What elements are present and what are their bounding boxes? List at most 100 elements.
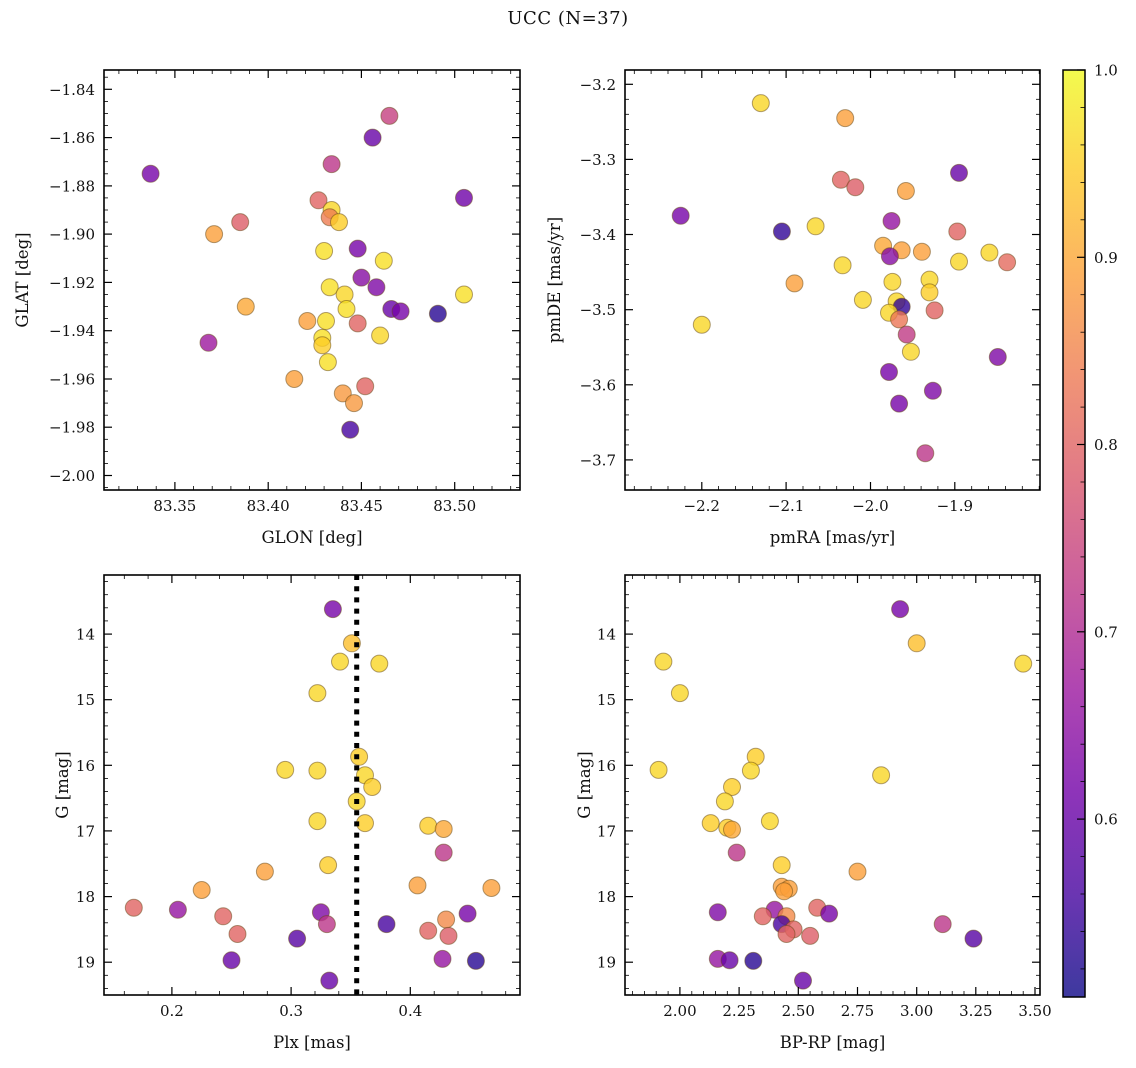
x-tick-label: −2.0	[852, 497, 888, 515]
y-tick-label: 15	[76, 691, 95, 709]
scatter-point	[309, 191, 328, 210]
scatter-point	[231, 213, 250, 232]
scatter-point	[916, 444, 935, 463]
scatter-point	[760, 812, 779, 831]
scatter-point	[772, 222, 791, 241]
scatter-point	[964, 929, 983, 948]
scatter-point	[912, 242, 931, 261]
scatter-point	[671, 206, 690, 225]
scatter-point	[391, 302, 410, 321]
scatter-point	[836, 109, 855, 128]
y-tick-label: 14	[597, 626, 616, 644]
scatter-point	[998, 253, 1017, 272]
y-tick-label: 15	[597, 691, 616, 709]
scatter-point	[236, 297, 255, 316]
x-tick-label: 0.3	[279, 1002, 303, 1020]
scatter-point	[315, 242, 334, 260]
x-tick-label: 83.45	[340, 497, 383, 515]
scatter-point	[192, 881, 211, 899]
colorbar-tick-label: 0.9	[1094, 249, 1118, 267]
scatter-point	[317, 915, 336, 934]
y-tick-label: 18	[76, 888, 95, 906]
y-tick-label: −1.96	[49, 370, 95, 388]
scatter-point	[320, 971, 339, 990]
y-tick-label: −2.00	[49, 467, 95, 485]
scatter-point	[882, 212, 901, 230]
scatter-point	[727, 843, 746, 862]
y-tick-label: −1.84	[49, 81, 95, 99]
scatter-point	[320, 278, 339, 297]
scatter-point	[923, 381, 942, 400]
y-tick-label: 17	[76, 822, 95, 840]
x-tick-label: 83.35	[153, 497, 196, 515]
scatter-point	[371, 326, 390, 345]
scatter-point	[880, 247, 899, 266]
x-tick-label: 0.2	[160, 1002, 184, 1020]
scatter-point	[751, 94, 770, 113]
scatter-point	[330, 213, 348, 232]
scatter-point	[872, 766, 891, 785]
scatter-point	[853, 290, 872, 309]
colorbar-frame	[1062, 69, 1086, 998]
scatter-point	[833, 256, 852, 275]
scatter-point	[950, 252, 968, 271]
y-tick-label: −3.7	[580, 451, 616, 469]
scatter-point	[466, 951, 485, 970]
ylabel-glat: GLAT [deg]	[13, 232, 32, 328]
y-tick-label: 14	[76, 626, 95, 644]
x-tick-label: 2.00	[663, 1002, 696, 1020]
scatter-point	[482, 879, 501, 897]
scatter-point	[313, 336, 332, 355]
scatter-point	[323, 600, 342, 619]
colorbar-tick-label: 1.0	[1094, 62, 1118, 80]
scatter-point	[288, 929, 307, 948]
x-tick-label: −1.9	[937, 497, 973, 515]
scatter-point	[801, 926, 820, 945]
scatter-point	[337, 300, 356, 318]
x-tick-label: 3.25	[959, 1002, 992, 1020]
scatter-point	[670, 684, 689, 703]
scatter-point	[455, 285, 473, 304]
scatter-point	[341, 420, 360, 439]
scatter-point	[308, 684, 327, 703]
scatter-point	[925, 301, 944, 320]
scatter-point	[654, 652, 673, 671]
scatter-point	[433, 949, 452, 968]
scatter-point	[363, 128, 382, 147]
scatter-point	[276, 760, 295, 779]
scatter-point	[419, 921, 438, 940]
scatter-point	[806, 217, 825, 236]
scatter-point	[377, 915, 396, 934]
axis-frame	[624, 574, 1041, 996]
scatter-point	[820, 904, 839, 923]
scatter-point	[308, 812, 327, 831]
ylabel-pmde: pmDE [mas/yr]	[545, 216, 564, 344]
scatter-point	[367, 278, 386, 297]
scatter-point	[715, 792, 734, 811]
x-tick-label: 83.50	[433, 497, 476, 515]
scatter-point	[345, 394, 363, 413]
scatter-point	[1014, 654, 1033, 673]
scatter-point	[434, 843, 453, 862]
y-tick-label: 19	[597, 954, 616, 972]
xlabel-glon: GLON [deg]	[261, 528, 363, 547]
scatter-point	[772, 856, 791, 875]
scatter-point	[723, 820, 741, 839]
scatter-point	[980, 243, 999, 262]
y-tick-label: −3.4	[580, 226, 616, 244]
scatter-point	[891, 600, 910, 619]
scatter-point	[308, 761, 327, 780]
x-tick-label: 3.00	[900, 1002, 933, 1020]
scatter-point	[933, 915, 952, 934]
x-tick-label: −2.2	[684, 497, 720, 515]
y-tick-label: −3.5	[580, 301, 616, 319]
colorbar-tick-label: 0.6	[1094, 811, 1118, 829]
ylabel-g-right: G [mag]	[575, 751, 594, 819]
scatter-point	[322, 155, 341, 174]
y-tick-label: −1.88	[49, 177, 95, 195]
scatter-point	[920, 283, 939, 302]
y-tick-label: −3.3	[580, 151, 616, 169]
scatter-point	[948, 222, 967, 241]
xlabel-pmra: pmRA [mas/yr]	[769, 528, 896, 547]
